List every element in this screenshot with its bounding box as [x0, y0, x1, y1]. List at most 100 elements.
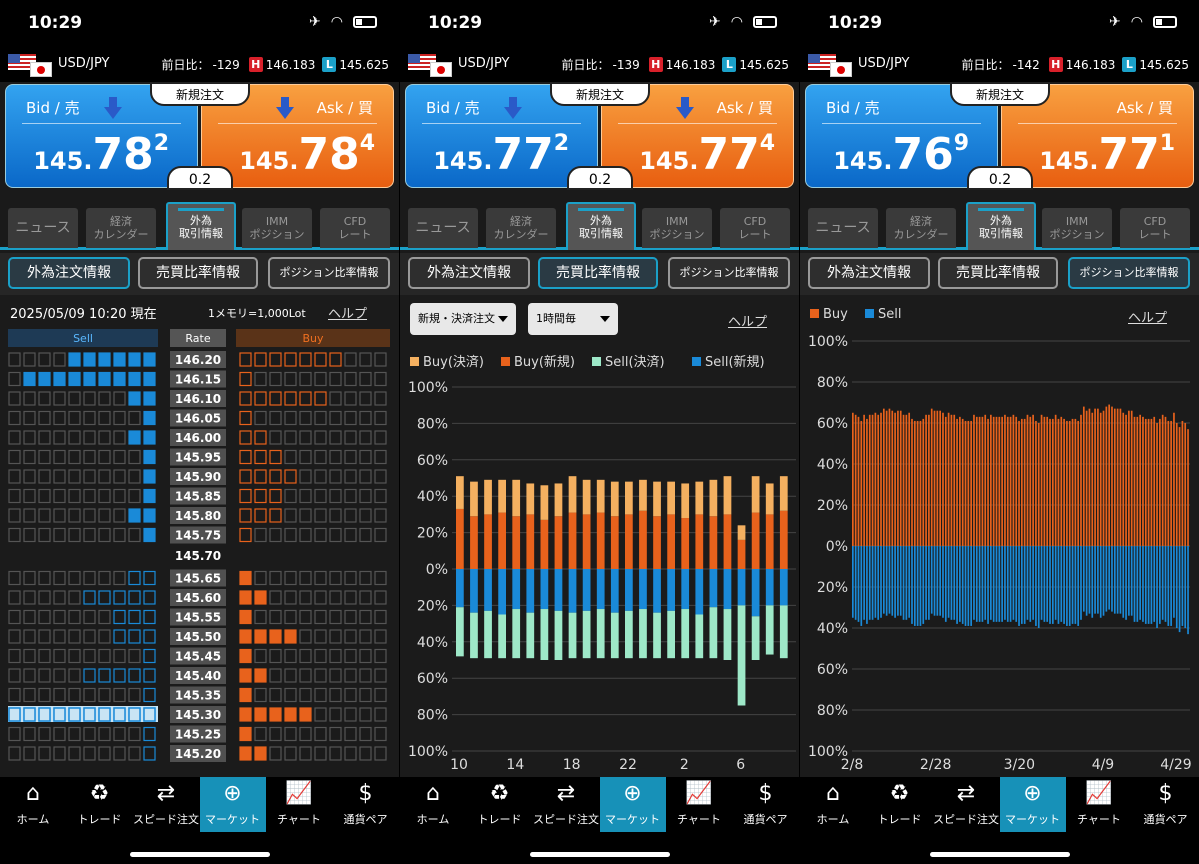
nav-chart[interactable]: 📈 チャート: [266, 777, 332, 832]
subtab-order-info[interactable]: 外為注文情報: [8, 257, 130, 289]
nav-trade[interactable]: ♻ トレード: [867, 777, 933, 832]
tab-news[interactable]: ニュース: [408, 208, 478, 248]
tab-imm[interactable]: IMM ポジション: [1042, 208, 1112, 248]
tab-cfd[interactable]: CFD レート: [1120, 208, 1190, 248]
nav-currency-pair[interactable]: $ 通貨ペア: [333, 777, 399, 832]
sell-cell: [53, 668, 66, 683]
pair-header[interactable]: USD/JPY 前日比： -142 H 146.183 L 145.625: [800, 48, 1199, 82]
sub-tabs: 外為注文情報 売買比率情報 ポジション比率情報: [0, 253, 399, 295]
nav-market[interactable]: ⊕ マーケット: [599, 777, 666, 832]
bar-buy-close: [667, 481, 675, 515]
sell-cell: [83, 629, 96, 644]
new-order-button[interactable]: 新規注文: [950, 82, 1050, 106]
new-order-button[interactable]: 新規注文: [150, 82, 250, 106]
nav-market[interactable]: ⊕ マーケット: [999, 777, 1066, 832]
bar-sell: [987, 546, 989, 624]
help-link[interactable]: ヘルプ: [328, 307, 368, 322]
tab-fx-info[interactable]: 外為 取引情報: [966, 202, 1036, 250]
nav-currency-pair[interactable]: $ 通貨ペア: [1133, 777, 1199, 832]
tab-news[interactable]: ニュース: [8, 208, 78, 248]
bar-sell: [1153, 546, 1156, 622]
buy-cell: [239, 352, 252, 367]
pair-header[interactable]: USD/JPY 前日比： -129 H 146.183 L 145.625: [0, 48, 399, 82]
sell-cell: [53, 648, 66, 664]
subtab-position-ratio[interactable]: ポジション比率情報: [268, 257, 390, 289]
bar-sell-new: [610, 569, 619, 613]
y-tick-label: 60%: [817, 662, 848, 678]
ladder-scale-note: 1メモリ=1,000Lot: [208, 307, 306, 320]
subtab-position-ratio[interactable]: ポジション比率情報: [668, 257, 790, 289]
tab-calendar[interactable]: 経済 カレンダー: [86, 208, 156, 248]
ladder-row: 145.25: [8, 725, 387, 743]
nav-chart[interactable]: 📈 チャート: [1066, 777, 1132, 832]
sell-cell: [98, 371, 111, 387]
speed-order-icon: ⇄: [556, 781, 576, 806]
pair-header[interactable]: USD/JPY 前日比： -139 H 146.183 L 145.625: [400, 48, 799, 82]
buy-cell: [269, 687, 282, 703]
rate-value: 145.45: [175, 650, 221, 664]
sell-cell: [128, 687, 141, 703]
bar-sell: [1077, 546, 1080, 626]
subtab-ratio-info[interactable]: 売買比率情報: [138, 257, 258, 289]
chart-icon: 📈: [685, 781, 713, 806]
tab-imm[interactable]: IMM ポジション: [242, 208, 312, 248]
nav-speed-order[interactable]: ⇄ スピード注文: [533, 777, 599, 832]
nav-trade[interactable]: ♻ トレード: [467, 777, 533, 832]
subtab-ratio-info[interactable]: 売買比率情報: [938, 257, 1058, 289]
sell-cell: [68, 590, 81, 605]
bar-buy-new: [596, 512, 605, 569]
bar-buy: [978, 416, 981, 546]
tab-cfd[interactable]: CFD レート: [320, 208, 390, 248]
sell-cell: [83, 746, 96, 761]
nav-home[interactable]: ⌂ ホーム: [400, 777, 466, 832]
bar-buy: [1037, 423, 1040, 546]
tab-fx-info[interactable]: 外為 取引情報: [566, 202, 636, 250]
tab-calendar[interactable]: 経済 カレンダー: [886, 208, 956, 248]
nav-home[interactable]: ⌂ ホーム: [0, 777, 66, 832]
buy-cell: [284, 707, 297, 722]
nav-currency-pair[interactable]: $ 通貨ペア: [733, 777, 799, 832]
help-link[interactable]: ヘルプ: [1128, 311, 1168, 326]
legend-label: Buy(決済): [423, 355, 484, 370]
bar-buy: [1026, 414, 1029, 546]
buy-cell: [239, 590, 252, 605]
nav-speed-order[interactable]: ⇄ スピード注文: [133, 777, 199, 832]
sell-cell: [143, 746, 156, 761]
rate-value: 145.65: [175, 572, 221, 586]
tab-fx-info[interactable]: 外為 取引情報: [166, 202, 236, 250]
tab-imm[interactable]: IMM ポジション: [642, 208, 712, 248]
sell-cell: [38, 687, 51, 703]
sell-cell: [23, 469, 36, 484]
buy-cell: [269, 488, 282, 504]
bar-buy: [1130, 410, 1133, 546]
bar-sell: [1029, 546, 1032, 622]
bar-sell: [964, 546, 967, 626]
price-fraction: 2: [153, 131, 169, 156]
home-indicator: [130, 852, 270, 857]
new-order-button[interactable]: 新規注文: [550, 82, 650, 106]
nav-trade[interactable]: ♻ トレード: [67, 777, 133, 832]
bar-sell-new: [596, 569, 605, 610]
nav-speed-order[interactable]: ⇄ スピード注文: [933, 777, 999, 832]
market-icon: ⊕: [623, 781, 642, 806]
sell-cell: [38, 430, 51, 445]
nav-home[interactable]: ⌂ ホーム: [800, 777, 866, 832]
subtab-ratio-info[interactable]: 売買比率情報: [538, 257, 658, 289]
subtab-position-ratio[interactable]: ポジション比率情報: [1068, 257, 1190, 289]
sell-cell: [68, 746, 81, 761]
help-link[interactable]: ヘルプ: [728, 315, 768, 330]
bar-buy: [961, 418, 964, 546]
interval-select[interactable]: 1時間毎: [528, 303, 618, 335]
buy-cell: [344, 570, 357, 586]
tab-calendar[interactable]: 経済 カレンダー: [486, 208, 556, 248]
subtab-order-info[interactable]: 外為注文情報: [408, 257, 530, 289]
tab-cfd[interactable]: CFD レート: [720, 208, 790, 248]
order-type-select[interactable]: 新規・決済注文: [410, 303, 516, 335]
bar-sell: [933, 546, 936, 616]
tab-news[interactable]: ニュース: [808, 208, 878, 248]
bid-button[interactable]: Bid / 売 145.769: [805, 84, 998, 188]
buy-cell: [329, 391, 342, 406]
nav-market[interactable]: ⊕ マーケット: [199, 777, 266, 832]
subtab-order-info[interactable]: 外為注文情報: [808, 257, 930, 289]
nav-chart[interactable]: 📈 チャート: [666, 777, 732, 832]
